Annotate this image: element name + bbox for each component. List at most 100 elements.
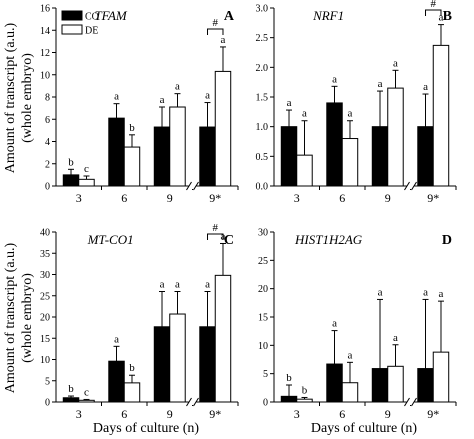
- bar-CO: [326, 102, 343, 187]
- bar-DE: [214, 70, 232, 187]
- bar-CO: [62, 397, 80, 403]
- category-label: 9: [167, 191, 173, 205]
- category-label: 9*: [209, 191, 221, 205]
- gene-name: HIST1H2AG: [294, 232, 363, 247]
- significance-letter: b: [68, 383, 74, 395]
- significance-hash: #: [213, 222, 219, 234]
- bar-CO: [199, 326, 216, 403]
- x-axis-label-right: Days of culture (n): [311, 421, 417, 436]
- y-tick-label: 5: [263, 369, 268, 380]
- y-tick-label: 0: [263, 398, 268, 409]
- bar-CO: [153, 326, 171, 403]
- significance-letter: a: [205, 90, 210, 102]
- significance-letter: a: [114, 333, 119, 345]
- gene-name: MT-CO1: [87, 232, 134, 247]
- bar-DE: [432, 44, 450, 187]
- bar-CO: [371, 126, 389, 187]
- category-label: 3: [294, 191, 300, 205]
- y-tick-label: 20: [258, 284, 268, 295]
- bar-DE: [387, 365, 404, 403]
- y-tick-label: 6: [45, 115, 50, 126]
- y-tick-label: 25: [258, 256, 268, 267]
- significance-letter: a: [423, 286, 428, 298]
- axis-break-gap: [188, 400, 197, 405]
- bar-CO: [108, 360, 125, 403]
- legend-swatch: [61, 10, 83, 21]
- bar-DE: [78, 178, 95, 187]
- y-tick-label: 1.5: [256, 93, 269, 104]
- y-axis-label-top-line2: (whole embryo): [20, 53, 35, 143]
- significance-letter: a: [423, 81, 428, 93]
- significance-letter: a: [393, 57, 398, 69]
- significance-letter: b: [302, 384, 308, 396]
- y-tick-label: 25: [40, 291, 50, 302]
- y-tick-label: 2.5: [256, 33, 269, 44]
- axis-break-mark: [404, 181, 410, 191]
- bar-CO: [108, 117, 125, 187]
- category-label: 6: [121, 407, 127, 421]
- significance-letter: a: [439, 12, 444, 24]
- legend-label: DE: [85, 26, 98, 37]
- y-tick-label: 0.0: [256, 182, 269, 193]
- y-tick-label: 20: [40, 313, 50, 324]
- significance-letter: a: [205, 279, 210, 291]
- significance-letter: a: [175, 81, 180, 93]
- significance-letter: b: [129, 122, 135, 134]
- y-tick-label: 4: [45, 137, 50, 148]
- significance-letter: b: [68, 156, 74, 168]
- significance-bracket: [207, 233, 224, 240]
- x-axis-label-left: Days of culture (n): [93, 421, 199, 436]
- significance-letter: a: [332, 318, 337, 330]
- y-tick-label: 10: [258, 341, 268, 352]
- bar-DE: [432, 351, 450, 403]
- significance-letter: a: [378, 78, 383, 90]
- y-tick-label: 35: [40, 249, 50, 260]
- significance-letter: a: [302, 108, 307, 120]
- y-tick-label: 0: [45, 182, 50, 193]
- category-label: 9*: [209, 407, 221, 421]
- category-label: 3: [76, 191, 82, 205]
- bar-CO: [280, 395, 298, 403]
- y-tick-label: 10: [40, 355, 50, 366]
- y-axis-label-top-line1: Amount of transcript (a.u.): [3, 22, 18, 173]
- panel-letter: B: [443, 9, 452, 24]
- category-label: 9: [385, 191, 391, 205]
- bar-DE: [296, 398, 313, 403]
- significance-letter: a: [287, 97, 292, 109]
- y-tick-label: 10: [40, 70, 50, 81]
- significance-letter: a: [160, 94, 165, 106]
- bar-CO: [62, 174, 80, 187]
- bar-DE: [387, 87, 404, 187]
- significance-letter: a: [378, 286, 383, 298]
- significance-letter: c: [84, 386, 89, 398]
- bar-CO: [417, 368, 434, 403]
- y-tick-label: 40: [40, 228, 50, 239]
- bar-DE: [341, 382, 359, 403]
- axis-break-gap: [406, 184, 415, 189]
- bar-CO: [326, 363, 343, 403]
- significance-bracket: [207, 28, 224, 35]
- axis-break-mark: [411, 181, 417, 191]
- bar-CO: [153, 126, 171, 187]
- significance-letter: a: [348, 108, 353, 120]
- significance-letter: a: [332, 73, 337, 85]
- significance-letter: a: [439, 288, 444, 300]
- y-tick-label: 2.0: [256, 63, 269, 74]
- axis-break-mark: [411, 397, 417, 407]
- category-label: 6: [339, 191, 345, 205]
- y-tick-label: 3.0: [256, 4, 269, 15]
- axis-break-gap: [188, 184, 197, 189]
- category-label: 9: [167, 407, 173, 421]
- y-tick-label: 12: [40, 48, 50, 59]
- significance-hash: #: [213, 17, 219, 29]
- bar-DE: [78, 399, 95, 403]
- y-axis-label-bottom-line1: Amount of transcript (a.u.): [3, 242, 18, 393]
- axis-break-mark: [404, 397, 410, 407]
- axis-break-mark: [186, 181, 192, 191]
- bar-CO: [371, 368, 389, 403]
